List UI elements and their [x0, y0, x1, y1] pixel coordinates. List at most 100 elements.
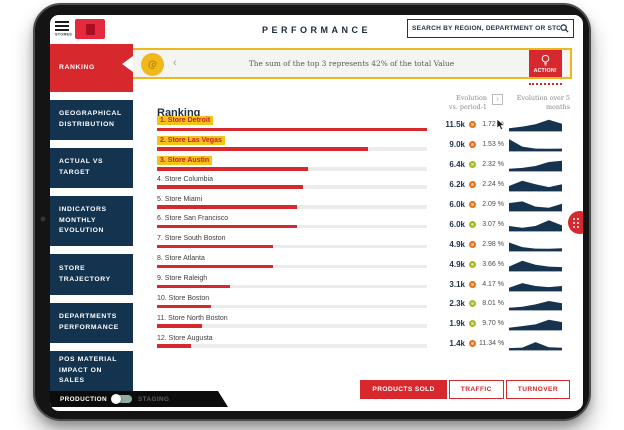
ranking-row[interactable]: 2. Store Las Vegas 9.0k 1.53 % — [157, 135, 562, 155]
environment-toggle[interactable] — [110, 394, 132, 404]
evolution-value: 3.07 % — [482, 220, 504, 228]
bar-area: 5. Store Miami — [157, 195, 427, 209]
sidebar-item-ranking[interactable]: RANKING — [50, 44, 133, 92]
trend-dot — [468, 320, 476, 328]
store-value: 1.9k — [449, 319, 465, 329]
search-box — [407, 19, 574, 38]
lightbulb-icon — [541, 54, 550, 65]
brand-logo — [75, 19, 105, 39]
ranking-row[interactable]: 5. Store Miami 6.0k 2.09 % — [157, 195, 562, 215]
sidebar-nav: RANKING GEOGRAPHICAL DISTRIBUTION ACTUAL V… — [50, 44, 133, 391]
store-label: 10. Store Boston — [157, 295, 210, 303]
ranking-row[interactable]: 12. Store Augusta 1.4k 11.34 % — [157, 334, 562, 354]
hamburger-menu-icon[interactable]: STORES — [55, 21, 73, 39]
ranking-row[interactable]: 9. Store Raleigh 3.1k 4.17 % — [157, 274, 562, 294]
metric-button-products-sold[interactable]: PRODUCTS SOLD — [360, 380, 447, 399]
bar-fill — [157, 264, 274, 269]
store-value: 6.0k — [449, 200, 465, 209]
bar-area: 9. Store Raleigh — [157, 274, 427, 289]
bar-track — [157, 205, 427, 209]
banner-collapse-chevron-icon[interactable]: ‹ — [173, 57, 177, 69]
store-label: 1. Store Detroit — [157, 116, 214, 125]
store-value: 6.2k — [449, 180, 465, 190]
period-toggle-button[interactable]: › — [492, 94, 503, 105]
bar-track — [157, 324, 427, 328]
bar-fill — [157, 127, 427, 131]
sidebar-item-store-trajectory[interactable]: STORE TRAJECTORY — [50, 254, 133, 295]
sidebar-item-actual-vs-target[interactable]: ACTUAL VS TARGET — [50, 148, 133, 188]
trend-dot — [468, 240, 476, 248]
sidebar-item-pos-material-impact-on-sales[interactable]: POS MATERIAL IMPACT ON SALES — [50, 351, 133, 391]
sparkline-chart — [509, 342, 562, 351]
floating-handle-button[interactable] — [568, 211, 583, 234]
metric-button-turnover[interactable]: TURNOVER — [505, 380, 570, 399]
ranking-row[interactable]: 3. Store Austin 6.4k 2.32 % — [157, 155, 562, 175]
bar-area: 1. Store Detroit — [157, 115, 427, 131]
metric-button-label: TRAFFIC — [460, 386, 492, 393]
bar-fill — [157, 224, 298, 229]
store-label: 4. Store Columbia — [157, 175, 214, 183]
bar-fill — [157, 185, 303, 189]
toggle-knob — [110, 394, 121, 404]
trend-dot — [468, 201, 476, 208]
metric-button-traffic[interactable]: TRAFFIC — [448, 380, 504, 399]
sidebar-item-geographical-distribution[interactable]: GEOGRAPHICAL DISTRIBUTION — [50, 100, 133, 140]
sidebar-item-label: RANKING — [59, 63, 95, 71]
environment-bar: PRODUCTION STAGING — [50, 391, 228, 407]
menu-label: STORES — [55, 33, 73, 37]
bar-track — [157, 264, 427, 269]
sparkline-chart — [509, 139, 562, 152]
store-value: 11.5k — [445, 120, 465, 130]
bar-area: 6. Store San Francisco — [157, 214, 427, 229]
ranking-row[interactable]: 1. Store Detroit 11.5k 1.72 % — [157, 115, 562, 135]
action-button[interactable]: ACTION! — [529, 50, 562, 77]
trend-dot — [468, 141, 476, 149]
bar-track — [157, 344, 427, 348]
evolution-value: 8.01 % — [482, 300, 504, 308]
staging-label: STAGING — [137, 395, 170, 403]
sidebar-item-label: GEOGRAPHICAL DISTRIBUTION — [59, 110, 122, 128]
tablet-frame: STORES PERFORMANCE RANKING GEOGRAPHICAL D… — [33, 3, 591, 421]
ranking-row[interactable]: 11. Store North Boston 1.9k 9.70 % — [157, 314, 562, 334]
bar-track — [157, 167, 427, 171]
bar-area: 12. Store Augusta — [157, 334, 427, 348]
trend-dot — [468, 340, 476, 348]
bar-track — [157, 224, 427, 229]
trend-dot — [468, 181, 476, 189]
search-input[interactable] — [412, 25, 560, 32]
sparkline-chart — [509, 242, 562, 252]
bar-track — [157, 284, 427, 289]
ranking-row[interactable]: 6. Store San Francisco 6.0k 3.07 % — [157, 214, 562, 234]
action-dashes — [529, 83, 562, 85]
sidebar-item-departments-performance[interactable]: DEPARTMENTS PERFORMANCE — [50, 303, 133, 343]
store-value: 2.3k — [449, 299, 465, 309]
bar-fill — [157, 147, 368, 151]
sidebar-item-label: ACTUAL VS TARGET — [59, 158, 104, 176]
store-value: 3.1k — [449, 279, 465, 289]
ranking-row[interactable]: 8. Store Atlanta 4.9k 3.66 % — [157, 254, 562, 274]
banner-message: The sum of the top 3 represents 42% of t… — [248, 59, 455, 68]
store-label: 7. Store South Boston — [157, 235, 226, 243]
tablet-camera — [41, 217, 45, 221]
store-label: 9. Store Raleigh — [157, 275, 208, 283]
sparkline-chart — [509, 260, 562, 272]
sidebar-item-indicators-monthly-evolution[interactable]: INDICATORS MONTHLY EVOLUTION — [50, 196, 133, 246]
ranking-row[interactable]: 10. Store Boston 2.3k 8.01 % — [157, 294, 562, 314]
trend-dot — [468, 280, 476, 288]
store-value: 4.9k — [449, 239, 465, 249]
evolution-value: 9.70 % — [482, 320, 504, 328]
bar-area: 7. Store South Boston — [157, 234, 427, 249]
evolution-value: 2.98 % — [482, 240, 504, 248]
sparkline-chart — [509, 220, 562, 232]
trend-dot — [468, 220, 476, 228]
store-label: 3. Store Austin — [157, 155, 213, 165]
sparkline-chart — [509, 201, 562, 212]
sparkline-chart — [509, 301, 562, 311]
production-label: PRODUCTION — [60, 395, 107, 403]
evolution-value: 1.53 % — [482, 141, 504, 149]
insight-banner: ‹ The sum of the top 3 represents 42% of… — [133, 48, 572, 85]
bar-fill — [157, 205, 298, 209]
bar-fill — [157, 344, 191, 348]
ranking-row[interactable]: 4. Store Columbia 6.2k 2.24 % — [157, 175, 562, 195]
ranking-row[interactable]: 7. Store South Boston 4.9k 2.98 % — [157, 234, 562, 254]
